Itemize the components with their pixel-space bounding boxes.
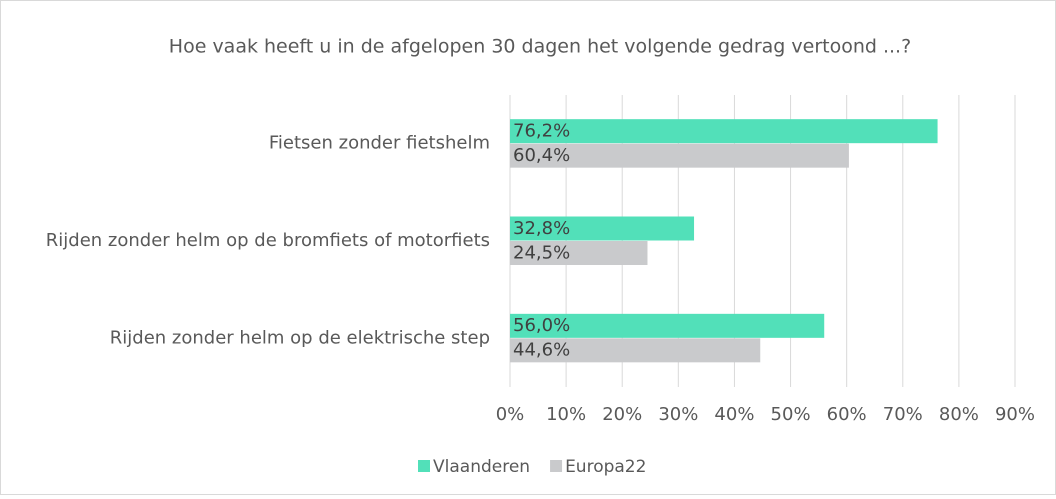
bar [510, 241, 648, 265]
x-tick-label: 80% [939, 404, 979, 425]
x-tick-label: 30% [658, 404, 698, 425]
legend-swatch [550, 460, 563, 472]
data-label: 76,2% [513, 120, 570, 141]
x-tick-label: 0% [496, 404, 525, 425]
x-tick-label: 60% [827, 404, 867, 425]
data-label: 44,6% [513, 340, 570, 361]
x-tick-label: 70% [883, 404, 923, 425]
data-label: 56,0% [513, 315, 570, 336]
y-tick-label: Rijden zonder helm op de bromfiets of mo… [46, 230, 490, 251]
bar [510, 313, 825, 338]
legend-label: Europa22 [565, 457, 646, 477]
data-label: 24,5% [513, 242, 570, 263]
data-label: 32,8% [513, 218, 570, 239]
bar [510, 143, 849, 168]
bar [510, 216, 695, 241]
x-tick-label: 50% [771, 404, 811, 425]
y-tick-label: Rijden zonder helm op de elektrische ste… [110, 327, 490, 348]
y-tick-label: Fietsen zonder fietshelm [269, 133, 490, 154]
legend-label: Vlaanderen [433, 457, 530, 477]
x-tick-label: 90% [995, 404, 1035, 425]
x-tick-label: 40% [714, 404, 754, 425]
x-tick-label: 10% [546, 404, 586, 425]
data-label: 60,4% [513, 145, 570, 166]
legend-swatch [418, 460, 430, 472]
x-tick-label: 20% [602, 404, 642, 425]
chart-title: Hoe vaak heeft u in de afgelopen 30 dage… [169, 36, 911, 58]
bar [510, 338, 761, 363]
bar [510, 119, 938, 144]
